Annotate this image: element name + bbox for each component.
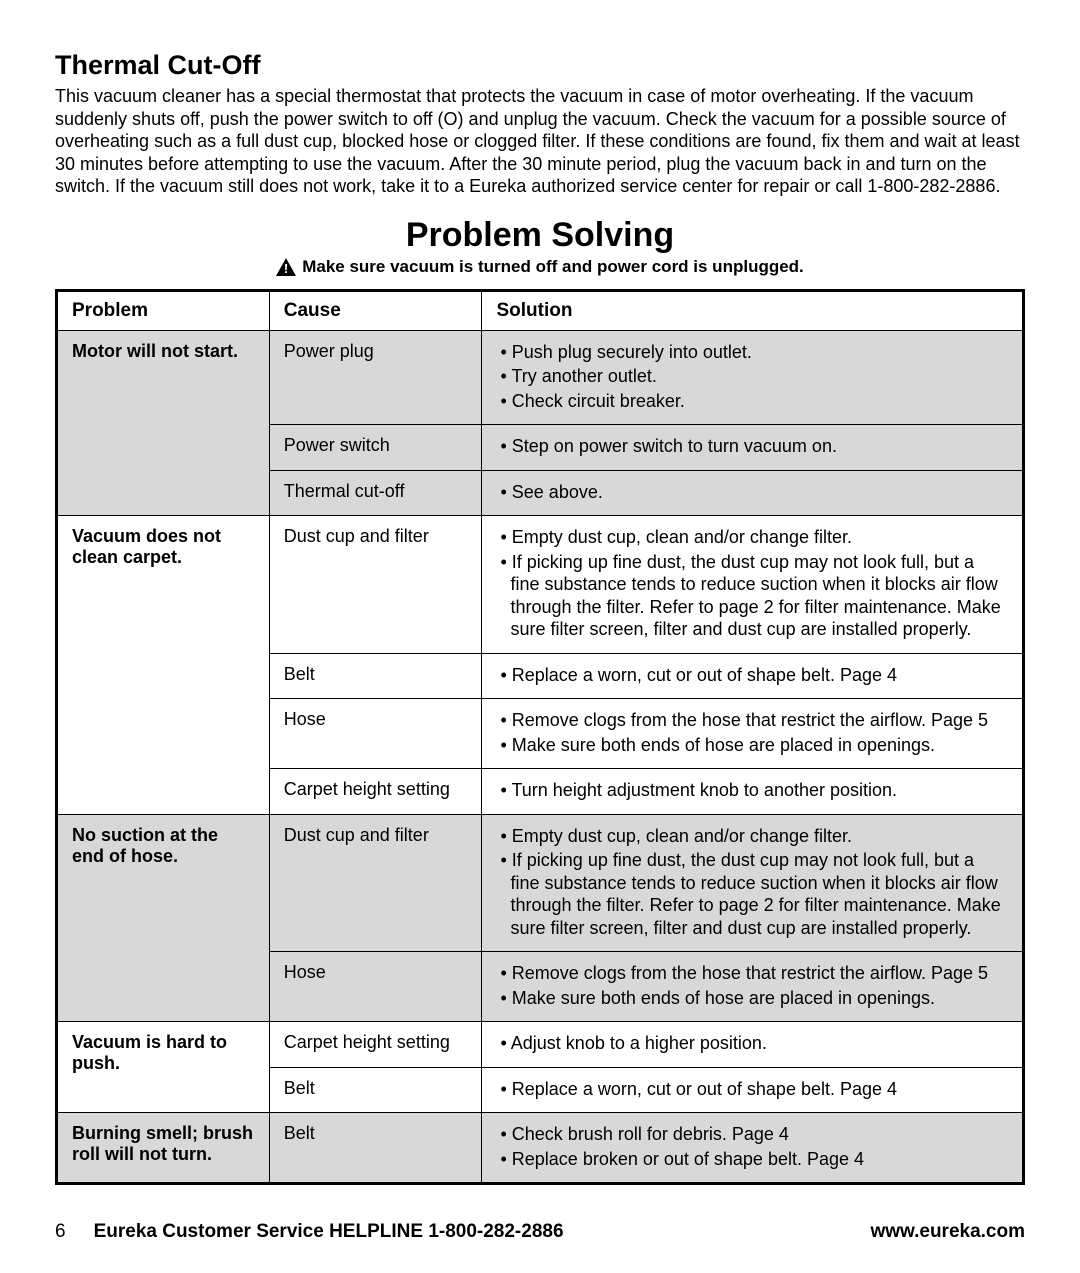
cause-cell: Power plug [269,330,482,425]
solution-cell: Check brush roll for debris. Page 4Repla… [482,1113,1024,1184]
page-footer: 6 Eureka Customer Service HELPLINE 1-800… [55,1221,1025,1243]
solution-cell: See above. [482,470,1024,516]
problem-cell: Motor will not start. [57,330,270,516]
solution-cell: Step on power switch to turn vacuum on. [482,425,1024,471]
solution-item: Remove clogs from the hose that restrict… [496,962,1008,985]
solution-list: Check brush roll for debris. Page 4Repla… [496,1123,1008,1170]
solution-cell: Replace a worn, cut or out of shape belt… [482,1067,1024,1113]
solution-item: Replace broken or out of shape belt. Pag… [496,1148,1008,1171]
svg-text:!: ! [284,261,288,276]
solution-item: Replace a worn, cut or out of shape belt… [496,1078,1008,1101]
solution-cell: Remove clogs from the hose that restrict… [482,952,1024,1022]
solution-list: Remove clogs from the hose that restrict… [496,709,1008,756]
cause-cell: Dust cup and filter [269,516,482,654]
table-row: Burning smell; brush roll will not turn.… [57,1113,1024,1184]
table-row: Vacuum does not clean carpet.Dust cup an… [57,516,1024,654]
solution-item: See above. [496,481,1008,504]
solution-item: Try another outlet. [496,365,1008,388]
thermal-title: Thermal Cut-Off [55,50,1025,81]
cause-cell: Thermal cut-off [269,470,482,516]
cause-cell: Carpet height setting [269,1022,482,1068]
solution-item: Turn height adjustment knob to another p… [496,779,1008,802]
solution-item: Push plug securely into outlet. [496,341,1008,364]
footer-helpline: Eureka Customer Service HELPLINE 1-800-2… [94,1221,871,1243]
solution-item: Remove clogs from the hose that restrict… [496,709,1008,732]
problem-cell: Burning smell; brush roll will not turn. [57,1113,270,1184]
cause-cell: Belt [269,653,482,699]
solution-cell: Replace a worn, cut or out of shape belt… [482,653,1024,699]
cause-cell: Hose [269,952,482,1022]
solution-cell: Push plug securely into outlet.Try anoth… [482,330,1024,425]
solution-list: Turn height adjustment knob to another p… [496,779,1008,802]
problem-cell: Vacuum does not clean carpet. [57,516,270,815]
table-row: No suction at the end of hose.Dust cup a… [57,814,1024,952]
solution-item: Check brush roll for debris. Page 4 [496,1123,1008,1146]
header-solution: Solution [482,290,1024,330]
solution-list: See above. [496,481,1008,504]
solution-item: If picking up fine dust, the dust cup ma… [496,849,1008,939]
solution-list: Replace a worn, cut or out of shape belt… [496,664,1008,687]
solution-cell: Empty dust cup, clean and/or change filt… [482,814,1024,952]
page-number: 6 [55,1221,66,1243]
solution-item: If picking up fine dust, the dust cup ma… [496,551,1008,641]
warning-line: ! Make sure vacuum is turned off and pow… [55,257,1025,277]
cause-cell: Power switch [269,425,482,471]
solution-list: Step on power switch to turn vacuum on. [496,435,1008,458]
solution-item: Check circuit breaker. [496,390,1008,413]
solution-item: Make sure both ends of hose are placed i… [496,734,1008,757]
cause-cell: Belt [269,1113,482,1184]
solution-list: Adjust knob to a higher position. [496,1032,1008,1055]
solution-list: Replace a worn, cut or out of shape belt… [496,1078,1008,1101]
solution-cell: Turn height adjustment knob to another p… [482,769,1024,815]
table-header-row: Problem Cause Solution [57,290,1024,330]
cause-cell: Carpet height setting [269,769,482,815]
problem-solving-title: Problem Solving [55,216,1025,255]
solution-item: Make sure both ends of hose are placed i… [496,987,1008,1010]
table-row: Motor will not start.Power plugPush plug… [57,330,1024,425]
warning-icon: ! [276,258,296,276]
solution-list: Push plug securely into outlet.Try anoth… [496,341,1008,413]
solution-cell: Remove clogs from the hose that restrict… [482,699,1024,769]
solution-cell: Adjust knob to a higher position. [482,1022,1024,1068]
solution-item: Adjust knob to a higher position. [496,1032,1008,1055]
solution-item: Empty dust cup, clean and/or change filt… [496,825,1008,848]
table-row: Vacuum is hard to push.Carpet height set… [57,1022,1024,1068]
solution-item: Replace a worn, cut or out of shape belt… [496,664,1008,687]
solution-list: Empty dust cup, clean and/or change filt… [496,526,1008,641]
troubleshooting-table: Problem Cause Solution Motor will not st… [55,289,1025,1186]
cause-cell: Belt [269,1067,482,1113]
solution-list: Remove clogs from the hose that restrict… [496,962,1008,1009]
cause-cell: Hose [269,699,482,769]
problem-cell: Vacuum is hard to push. [57,1022,270,1113]
warning-text: Make sure vacuum is turned off and power… [302,257,804,277]
solution-cell: Empty dust cup, clean and/or change filt… [482,516,1024,654]
cause-cell: Dust cup and filter [269,814,482,952]
header-cause: Cause [269,290,482,330]
solution-item: Empty dust cup, clean and/or change filt… [496,526,1008,549]
document-page: Thermal Cut-Off This vacuum cleaner has … [0,0,1080,1273]
solution-item: Step on power switch to turn vacuum on. [496,435,1008,458]
thermal-body: This vacuum cleaner has a special thermo… [55,85,1025,198]
problem-cell: No suction at the end of hose. [57,814,270,1022]
solution-list: Empty dust cup, clean and/or change filt… [496,825,1008,940]
footer-url: www.eureka.com [870,1221,1025,1243]
header-problem: Problem [57,290,270,330]
